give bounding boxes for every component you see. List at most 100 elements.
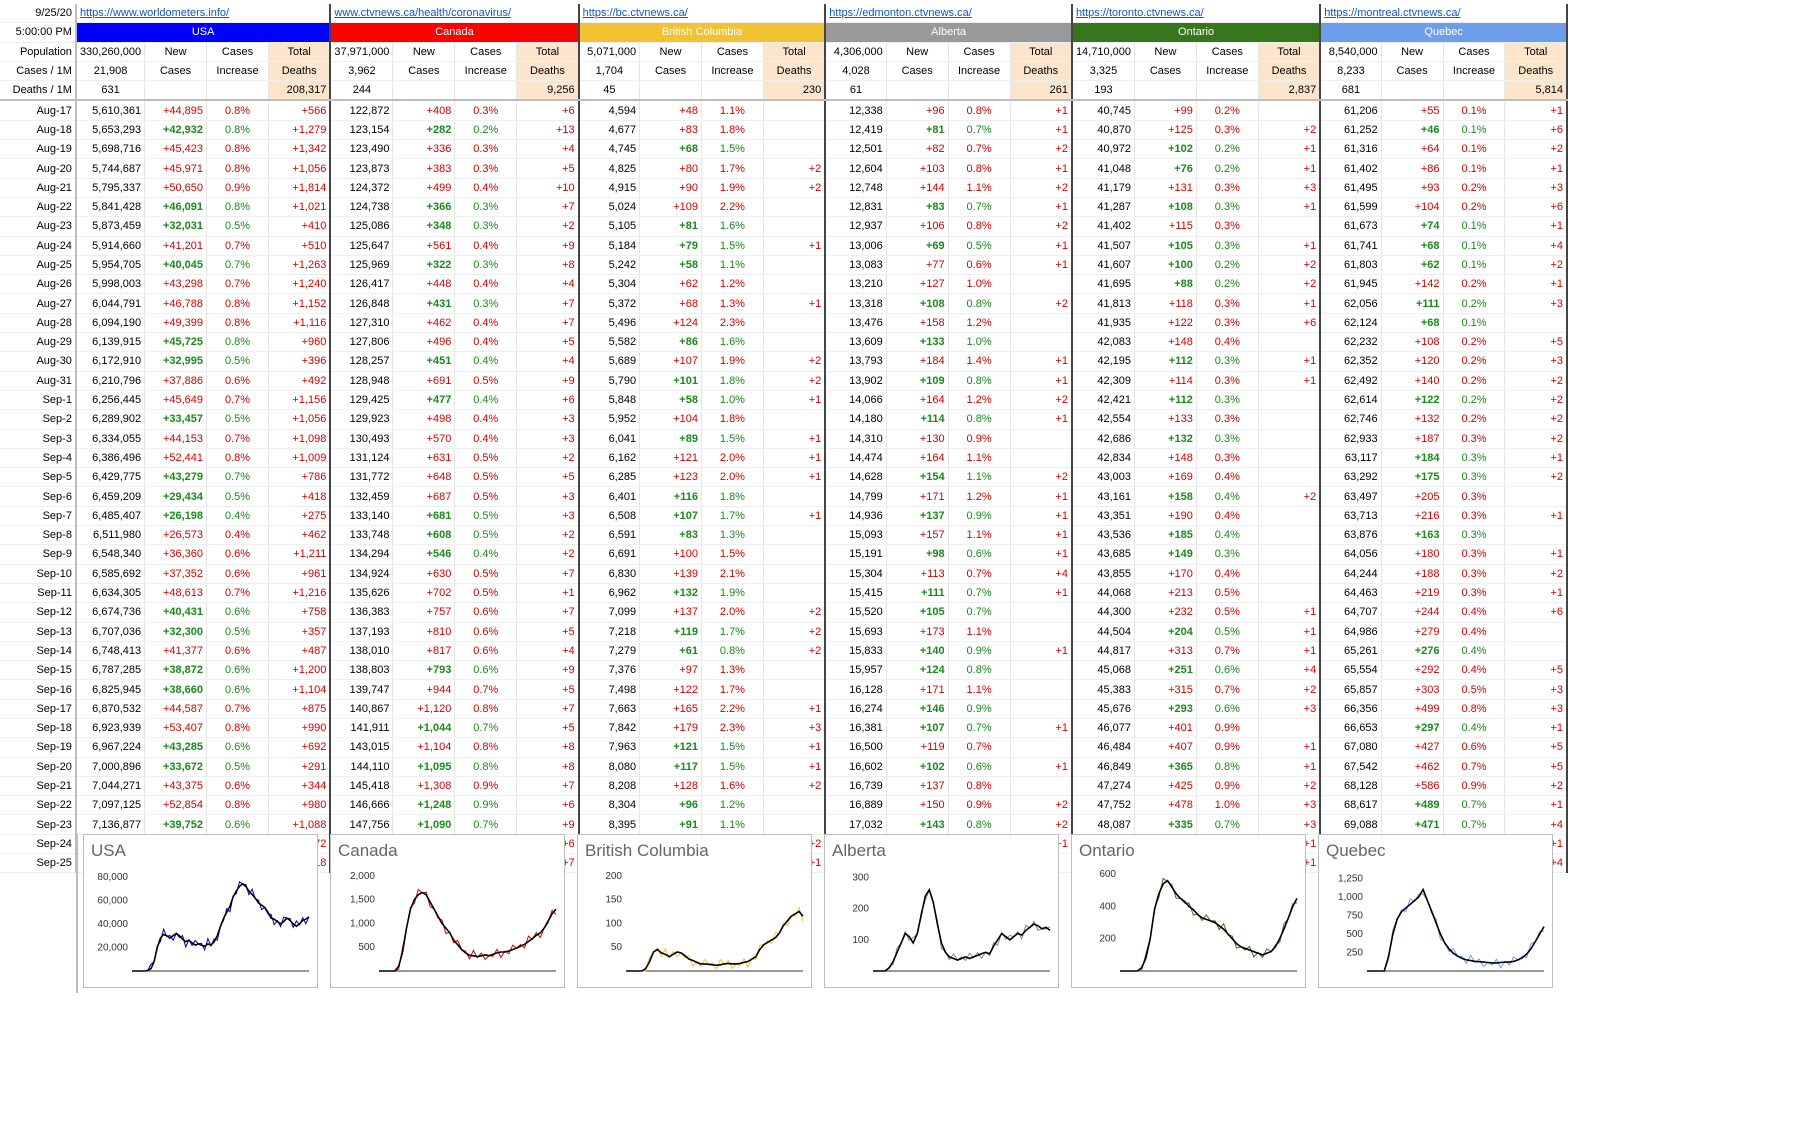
new-cases-value[interactable]: +45,971 bbox=[144, 158, 208, 179]
total-cases-value[interactable]: 5,952 bbox=[578, 409, 641, 430]
deaths-value[interactable]: +1 bbox=[1258, 293, 1322, 314]
deaths-value[interactable]: +1 bbox=[1504, 718, 1569, 739]
total-cases-value[interactable]: 63,497 bbox=[1320, 486, 1382, 507]
new-cases-value[interactable]: +108 bbox=[1134, 197, 1197, 218]
total-cases-value[interactable]: 6,967,224 bbox=[75, 737, 146, 758]
new-cases-value[interactable]: +631 bbox=[392, 448, 456, 469]
total-deaths-value[interactable]: 5,814 bbox=[1504, 80, 1569, 102]
source-link[interactable]: https://edmonton.ctvnews.ca/ bbox=[829, 7, 972, 20]
row-label[interactable]: Cases / 1M bbox=[0, 61, 77, 82]
new-cases-value[interactable]: +43,285 bbox=[144, 737, 208, 758]
increase-pct-value[interactable]: 0.6% bbox=[206, 544, 269, 565]
deaths-value[interactable]: +2 bbox=[763, 602, 827, 623]
increase-pct-value[interactable]: 0.3% bbox=[454, 139, 518, 160]
deaths-value[interactable]: +2 bbox=[1504, 429, 1569, 449]
col-header-deaths[interactable]: Deaths bbox=[1258, 61, 1322, 82]
deaths-value[interactable]: +2 bbox=[1258, 255, 1322, 276]
deaths-value[interactable]: +3 bbox=[1504, 679, 1569, 700]
date-label[interactable]: Sep-20 bbox=[0, 757, 77, 777]
deaths-value[interactable]: +1 bbox=[1010, 718, 1073, 739]
new-cases-value[interactable]: +106 bbox=[886, 216, 949, 237]
new-cases-value[interactable]: +348 bbox=[392, 216, 456, 237]
deaths-value[interactable]: +875 bbox=[268, 699, 332, 719]
source-url-cell[interactable]: https://www.worldometers.info/ bbox=[75, 4, 332, 24]
deaths-value[interactable] bbox=[1010, 660, 1073, 681]
increase-pct-value[interactable]: 0.6% bbox=[206, 660, 269, 681]
increase-pct-value[interactable]: 1.9% bbox=[701, 351, 764, 372]
new-cases-value[interactable]: +83 bbox=[886, 197, 949, 218]
total-cases-value[interactable]: 131,772 bbox=[330, 467, 394, 488]
deaths-value[interactable]: +2 bbox=[1258, 274, 1322, 295]
increase-pct-value[interactable]: 0.6% bbox=[206, 776, 269, 797]
new-cases-value[interactable]: +322 bbox=[392, 255, 456, 276]
total-cases-value[interactable]: 41,402 bbox=[1071, 216, 1135, 237]
increase-pct-value[interactable]: 0.8% bbox=[454, 737, 518, 758]
col-header-new[interactable]: New bbox=[886, 42, 949, 62]
deaths-value[interactable] bbox=[1504, 641, 1569, 662]
deaths-value[interactable]: +396 bbox=[268, 351, 332, 372]
chart-alberta[interactable]: Alberta 300 200 100 bbox=[824, 834, 1059, 988]
total-cases-value[interactable]: 133,140 bbox=[330, 506, 394, 527]
deaths-value[interactable]: +10 bbox=[516, 178, 580, 198]
total-cases-value[interactable]: 16,381 bbox=[825, 718, 887, 739]
increase-pct-value[interactable]: 0.4% bbox=[454, 274, 518, 295]
new-cases-value[interactable]: +104 bbox=[639, 409, 702, 430]
new-cases-value[interactable]: +425 bbox=[1134, 776, 1197, 797]
deaths-value[interactable]: +4 bbox=[1010, 564, 1073, 584]
total-cases-value[interactable]: 147,756 bbox=[330, 814, 394, 835]
deaths-value[interactable]: +3 bbox=[1504, 293, 1569, 314]
new-cases-value[interactable]: +204 bbox=[1134, 622, 1197, 642]
deaths-value[interactable]: +1 bbox=[763, 236, 827, 256]
total-cases-value[interactable]: 42,195 bbox=[1071, 351, 1135, 372]
population-value[interactable]: 8,540,000 bbox=[1320, 42, 1382, 62]
new-cases-value[interactable]: +173 bbox=[886, 622, 949, 642]
increase-pct-value[interactable]: 0.1% bbox=[1443, 120, 1506, 141]
increase-pct-value[interactable]: 0.4% bbox=[1196, 486, 1259, 507]
total-deaths-value[interactable]: 2,837 bbox=[1258, 80, 1322, 102]
total-cases-value[interactable]: 127,310 bbox=[330, 313, 394, 334]
new-cases-value[interactable]: +43,298 bbox=[144, 274, 208, 295]
deaths-value[interactable]: +1 bbox=[1504, 544, 1569, 565]
increase-pct-value[interactable]: 0.8% bbox=[948, 293, 1011, 314]
total-cases-value[interactable]: 5,024 bbox=[578, 197, 641, 218]
population-value[interactable]: 4,306,000 bbox=[825, 42, 887, 62]
col-header-increase[interactable]: Increase bbox=[454, 61, 518, 82]
total-cases-value[interactable]: 68,128 bbox=[1320, 776, 1382, 797]
deaths-value[interactable]: +1 bbox=[763, 506, 827, 527]
deaths-value[interactable]: +2 bbox=[763, 641, 827, 662]
new-cases-value[interactable]: +180 bbox=[1381, 544, 1444, 565]
col-header-cases[interactable]: Cases bbox=[144, 61, 208, 82]
increase-pct-value[interactable]: 0.4% bbox=[454, 313, 518, 334]
increase-pct-value[interactable]: 0.5% bbox=[1196, 622, 1259, 642]
deaths-value[interactable]: +487 bbox=[268, 641, 332, 662]
region-header[interactable]: Canada bbox=[330, 22, 580, 43]
increase-pct-value[interactable]: 2.1% bbox=[701, 564, 764, 584]
new-cases-value[interactable]: +44,587 bbox=[144, 699, 208, 719]
increase-pct-value[interactable]: 0.3% bbox=[1196, 313, 1259, 334]
deaths-value[interactable]: +2 bbox=[763, 371, 827, 391]
deaths-value[interactable]: +5 bbox=[1504, 737, 1569, 758]
increase-pct-value[interactable]: 1.0% bbox=[1196, 795, 1259, 816]
total-cases-value[interactable]: 62,124 bbox=[1320, 313, 1382, 334]
new-cases-value[interactable]: +111 bbox=[886, 583, 949, 604]
new-cases-value[interactable]: +219 bbox=[1381, 583, 1444, 604]
new-cases-value[interactable]: +817 bbox=[392, 641, 456, 662]
new-cases-value[interactable]: +132 bbox=[1381, 409, 1444, 430]
total-cases-value[interactable]: 42,834 bbox=[1071, 448, 1135, 469]
increase-pct-value[interactable]: 0.9% bbox=[1196, 776, 1259, 797]
increase-pct-value[interactable]: 0.3% bbox=[1196, 390, 1259, 411]
date-label[interactable]: Aug-28 bbox=[0, 313, 77, 334]
deaths-value[interactable] bbox=[763, 525, 827, 546]
total-cases-value[interactable]: 15,304 bbox=[825, 564, 887, 584]
deaths-value[interactable]: +6 bbox=[1504, 197, 1569, 218]
increase-pct-value[interactable]: 0.3% bbox=[1196, 120, 1259, 141]
new-cases-value[interactable]: +32,031 bbox=[144, 216, 208, 237]
new-cases-value[interactable]: +102 bbox=[886, 757, 949, 777]
increase-pct-value[interactable]: 0.3% bbox=[454, 293, 518, 314]
total-cases-value[interactable]: 61,316 bbox=[1320, 139, 1382, 160]
deaths-value[interactable]: +5 bbox=[1504, 660, 1569, 681]
deaths-value[interactable] bbox=[763, 274, 827, 295]
col-header-cases[interactable]: Cases bbox=[1443, 42, 1506, 62]
total-cases-value[interactable]: 6,172,910 bbox=[75, 351, 146, 372]
deaths-value[interactable]: +8 bbox=[516, 255, 580, 276]
